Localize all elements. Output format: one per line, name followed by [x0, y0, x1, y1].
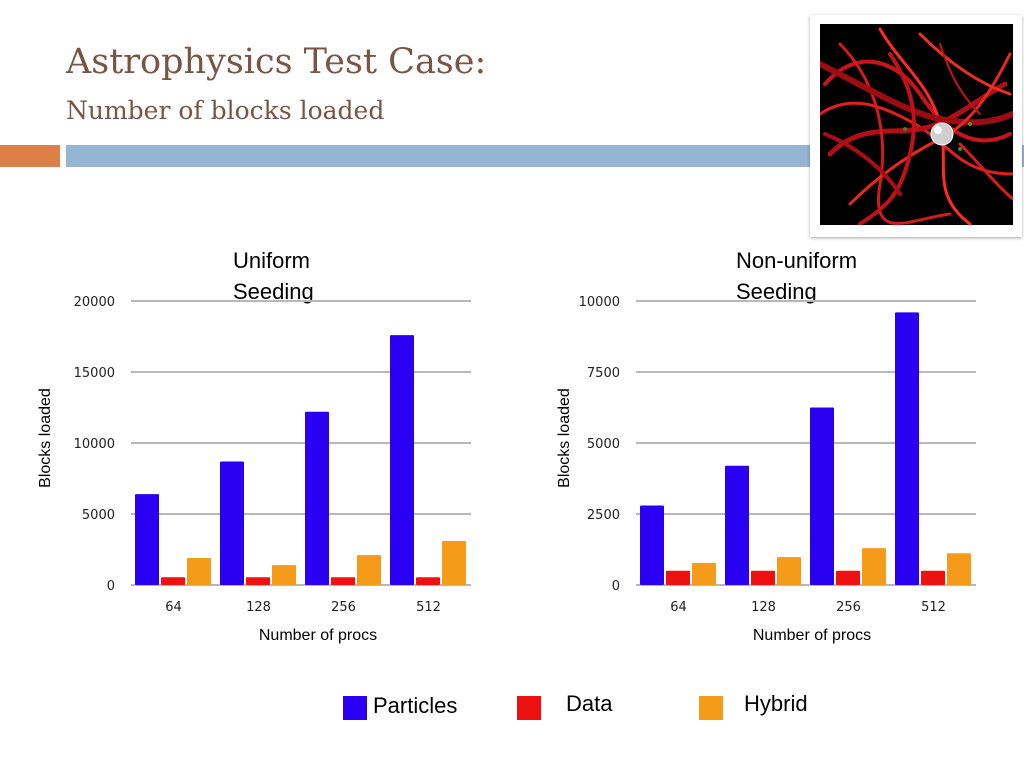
slide-subtitle: Number of blocks loaded [66, 96, 385, 125]
chart-1-bar-particles-256 [305, 411, 329, 585]
chart-2-x-tick-label: 256 [836, 600, 861, 615]
chart-2-bar-hybrid-128 [777, 557, 801, 585]
streamline-visualization-svg [820, 24, 1013, 225]
chart-2-bar-data-128 [751, 570, 775, 585]
chart-1-bar-data-512 [416, 577, 440, 585]
chart-1-x-tick-label: 128 [246, 600, 271, 615]
chart-2-y-tick-label: 0 [612, 579, 620, 594]
chart-1-bar-hybrid-64 [187, 558, 211, 585]
chart-1: 0 5000 10000 15000 20000 64 128 256 512 Number of… [37, 295, 471, 644]
chart-1-bar-hybrid-128 [272, 565, 296, 585]
chart-1-bar-data-128 [246, 577, 270, 585]
streamline-visualization-image [820, 24, 1013, 225]
chart-2-y-axis-label: Blocks loaded [556, 388, 573, 488]
chart-2-title-line-1: Non-uniform [736, 248, 858, 273]
chart-2: 0 2500 5000 7500 10000 64 128 256 512 Number of p… [556, 295, 976, 644]
legend-swatch-hybrid [699, 696, 723, 720]
chart-2-title-line-2: Seeding [736, 279, 817, 304]
chart-2-y-tick-label: 5000 [587, 437, 620, 452]
chart-1-bar-particles-64 [135, 494, 159, 585]
legend-label-particles: Particles [373, 693, 458, 718]
chart-2-x-tick-label: 64 [670, 600, 687, 615]
chart-1-x-tick-label: 512 [416, 600, 441, 615]
chart-1-bar-particles-512 [390, 335, 414, 585]
chart-2-y-tick-label: 10000 [579, 295, 620, 310]
chart-1-title-line-2: Seeding [233, 279, 314, 304]
chart-2-bar-data-512 [921, 570, 945, 585]
accent-band-orange [0, 145, 60, 167]
legend-label-data: Data [566, 691, 613, 716]
chart-1-y-tick-label: 0 [107, 579, 115, 594]
chart-1-bar-particles-128 [220, 461, 244, 585]
chart-2-bar-hybrid-512 [947, 553, 971, 585]
chart-2-bar-data-256 [836, 570, 860, 585]
chart-1-y-tick-label: 20000 [74, 295, 115, 310]
chart-1-y-tick-label: 10000 [74, 437, 115, 452]
chart-2-y-tick-label: 7500 [587, 366, 620, 381]
legend-label-hybrid: Hybrid [744, 691, 808, 716]
chart-1-bar-data-256 [331, 577, 355, 585]
chart-1-bar-hybrid-256 [357, 555, 381, 585]
chart-2-bar-particles-64 [640, 505, 664, 585]
chart-2-x-tick-label: 512 [921, 600, 946, 615]
chart-1-y-axis-label: Blocks loaded [37, 388, 54, 488]
legend-swatch-particles [343, 696, 367, 720]
chart-2-bar-data-64 [666, 570, 690, 585]
chart-1-title-line-1: Uniform [233, 248, 311, 273]
chart-2-bar-hybrid-256 [862, 548, 886, 585]
chart-2-title: Non-uniform Seeding [736, 245, 857, 307]
chart-1-bar-data-64 [161, 577, 185, 585]
chart-2-x-axis-label: Number of procs [753, 627, 871, 644]
chart-2-bar-particles-256 [810, 407, 834, 585]
accent-band-blue [66, 145, 1024, 167]
chart-2-bar-hybrid-64 [692, 562, 716, 585]
chart-1-x-tick-label: 256 [331, 600, 356, 615]
chart-1-x-axis-label: Number of procs [259, 627, 377, 644]
chart-2-bar-particles-512 [895, 312, 919, 585]
slide-title: Astrophysics Test Case: [66, 42, 487, 82]
chart-1-x-tick-label: 64 [165, 600, 182, 615]
chart-2-y-tick-label: 2500 [587, 508, 620, 523]
chart-1-y-tick-label: 5000 [82, 508, 115, 523]
chart-1-bar-hybrid-512 [442, 540, 466, 585]
legend-swatch-data [517, 696, 541, 720]
chart-2-x-tick-label: 128 [751, 600, 776, 615]
chart-1-y-tick-label: 15000 [74, 366, 115, 381]
chart-1-title: Uniform Seeding [233, 245, 314, 307]
chart-2-bar-particles-128 [725, 465, 749, 585]
